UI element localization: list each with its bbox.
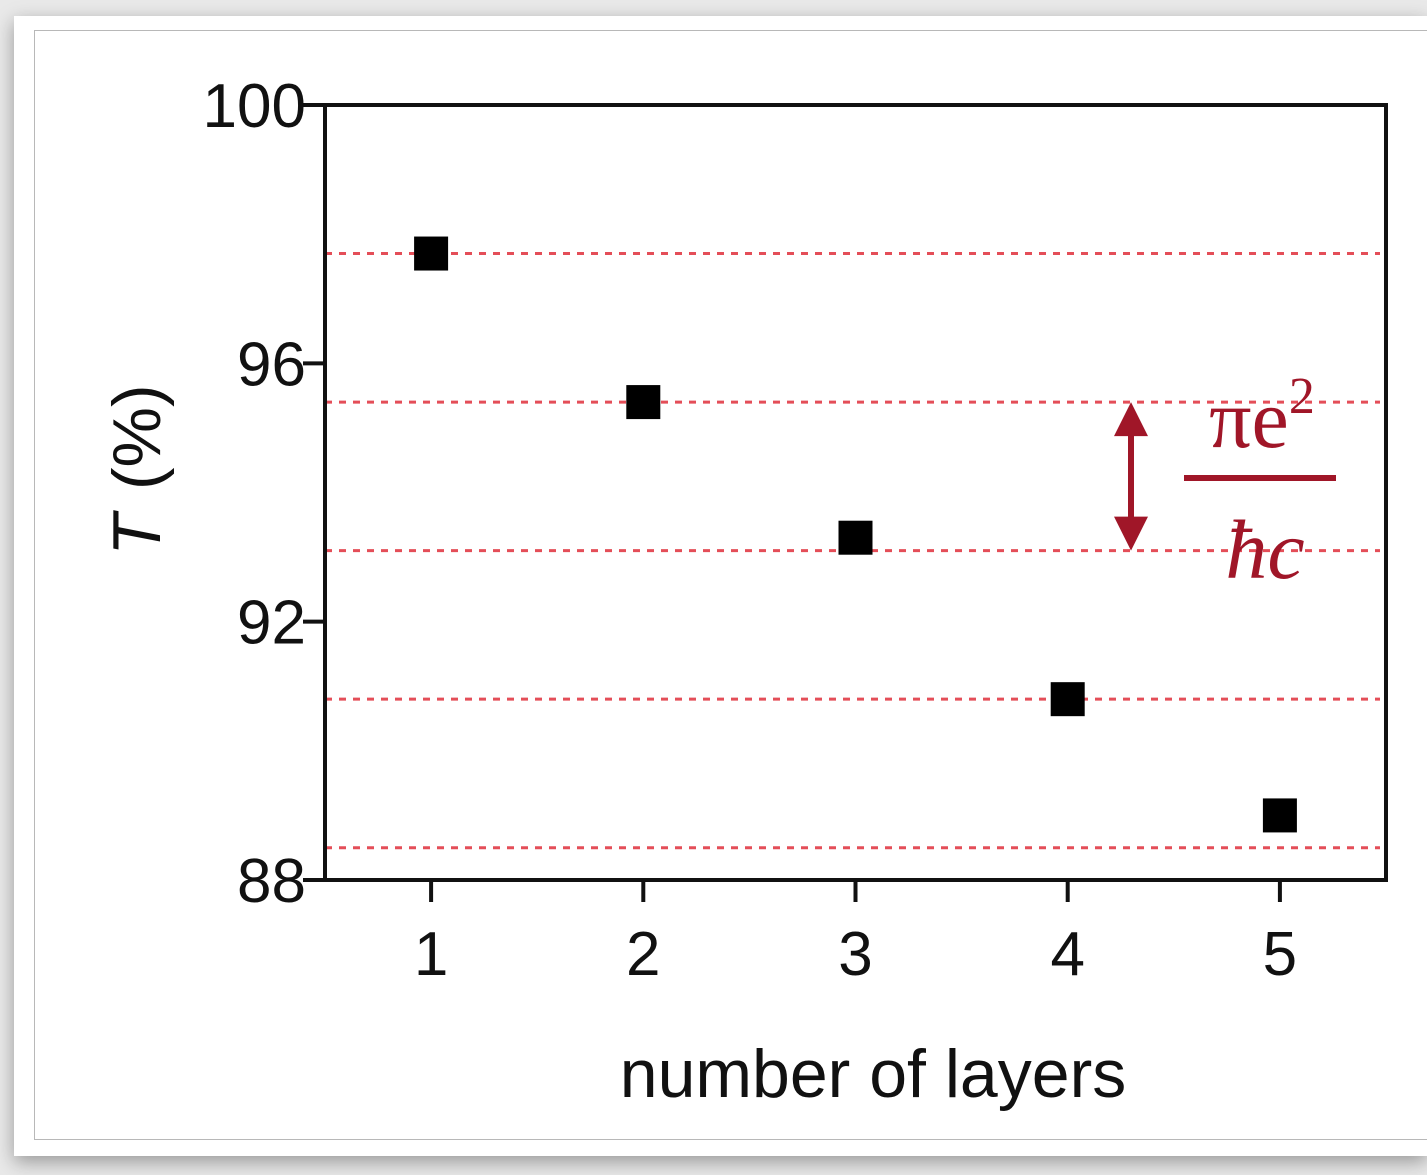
y-tick-label-100: 100 <box>203 72 306 141</box>
data-point-1 <box>414 236 449 271</box>
x-tick-label-5: 5 <box>1263 920 1297 989</box>
x-axis-label: number of layers <box>620 1036 1126 1112</box>
y-axis-label: T (%) <box>99 384 175 555</box>
plot-area <box>323 103 1388 882</box>
figure-card <box>14 16 1427 1156</box>
annotation-exponent: 2 <box>1289 368 1315 425</box>
annotation-numerator-text: πe <box>1209 373 1289 466</box>
figure-frame <box>34 30 1427 1140</box>
y-axis-symbol: T <box>99 510 175 556</box>
absorption-step-annotation: πe2 ħc <box>1114 368 1336 597</box>
y-axis-unit: (%) <box>99 384 175 490</box>
annotation-numerator: πe2 <box>1209 368 1315 466</box>
x-axis-ticks: 1 2 3 4 5 <box>414 880 1297 989</box>
y-tick-label-92: 92 <box>237 589 306 658</box>
x-tick-label-3: 3 <box>838 920 872 989</box>
y-tick-label-88: 88 <box>237 847 306 916</box>
data-point-2 <box>626 385 661 420</box>
data-point-5 <box>1262 798 1297 833</box>
x-tick-label-2: 2 <box>626 920 660 989</box>
x-tick-label-1: 1 <box>414 920 448 989</box>
y-axis-ticks: 88 92 96 100 <box>203 72 325 916</box>
annotation-denominator: ħc <box>1225 504 1304 597</box>
x-tick-label-4: 4 <box>1050 920 1084 989</box>
data-point-4 <box>1050 682 1085 717</box>
data-point-3 <box>838 520 873 555</box>
arrow-head-up-icon <box>1114 402 1148 437</box>
arrow-head-down-icon <box>1114 516 1148 551</box>
data-points <box>414 236 1297 833</box>
y-tick-label-96: 96 <box>237 330 306 399</box>
